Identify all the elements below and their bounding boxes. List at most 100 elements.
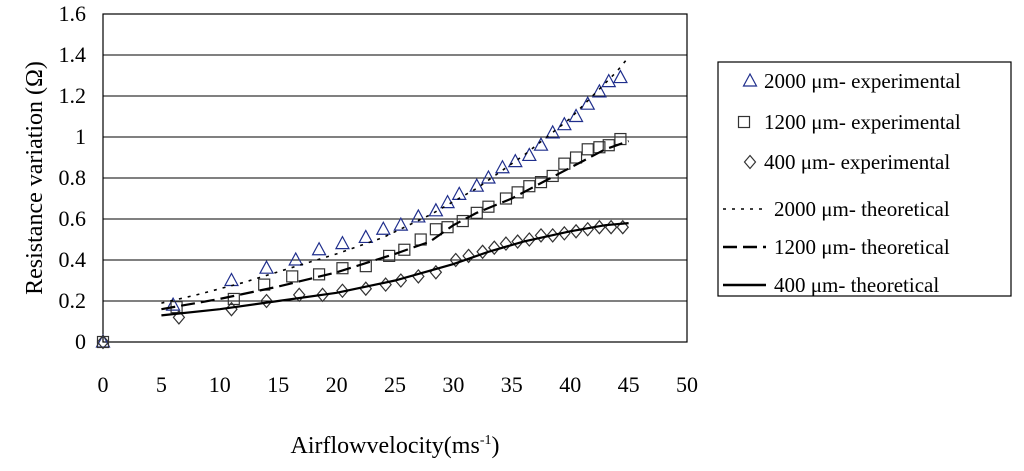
data-point-triangle xyxy=(334,235,350,250)
legend: 2000 μm- experimental 1200 μm- experiment… xyxy=(717,61,1012,297)
x-axis-title-sup: -1 xyxy=(480,433,492,448)
x-axis-title: Airflowvelocity(ms-1) xyxy=(291,433,500,459)
data-point-square xyxy=(470,206,483,219)
x-tick-label: 5 xyxy=(156,372,167,397)
data-point-square xyxy=(398,243,411,256)
data-point-square xyxy=(383,249,396,262)
y-tick-label: 0.2 xyxy=(59,288,87,313)
data-point-triangle xyxy=(591,83,607,98)
data-point-triangle xyxy=(469,177,485,192)
data-point-square xyxy=(441,221,454,234)
data-point-square xyxy=(312,268,326,281)
y-tick-label: 1.6 xyxy=(59,1,87,26)
data-point-diamond xyxy=(449,252,463,268)
data-point-square xyxy=(523,180,536,193)
x-tick-label: 40 xyxy=(559,372,581,397)
plot-area xyxy=(102,13,688,343)
y-tick-label: 0.8 xyxy=(59,165,87,190)
data-point-square xyxy=(359,260,372,273)
data-point-triangle xyxy=(410,208,426,223)
data-point-diamond xyxy=(96,334,110,350)
series-1 xyxy=(96,132,627,349)
data-point-diamond xyxy=(260,293,273,309)
data-point-diamond xyxy=(523,232,536,247)
y-tick-label: 1.4 xyxy=(59,42,87,67)
data-point-triangle xyxy=(545,124,561,139)
data-point-triangle xyxy=(358,229,374,244)
legend-label: 2000 μm- theoretical xyxy=(774,197,950,221)
data-point-diamond xyxy=(172,309,186,325)
legend-marker xyxy=(743,154,757,170)
series-line xyxy=(161,140,629,311)
x-tick-label: 30 xyxy=(442,372,464,397)
data-point-triangle xyxy=(556,116,572,131)
data-point-triangle xyxy=(288,251,304,266)
data-point-square xyxy=(569,151,583,164)
y-axis-title: Resistance variation (Ω) xyxy=(22,61,48,295)
legend-marker xyxy=(737,115,751,129)
legend-label: 400 μm- theoretical xyxy=(774,273,939,297)
data-point-diamond xyxy=(487,240,501,256)
data-point-diamond xyxy=(604,219,618,235)
data-point-triangle xyxy=(428,202,444,217)
data-point-triangle xyxy=(533,136,549,151)
data-point-square xyxy=(546,169,559,183)
legend-label: 2000 μm- experimental xyxy=(764,69,961,93)
data-point-diamond xyxy=(534,227,548,243)
data-point-triangle xyxy=(440,194,456,209)
data-point-triangle xyxy=(480,169,496,184)
data-point-triangle xyxy=(259,259,275,274)
legend-label: 1200 μm- experimental xyxy=(764,110,961,134)
data-point-triangle xyxy=(580,95,596,110)
y-tick-label: 1 xyxy=(75,124,86,149)
data-point-diamond xyxy=(499,236,513,252)
data-point-triangle xyxy=(165,296,181,311)
data-point-diamond xyxy=(359,281,373,297)
data-point-triangle xyxy=(375,220,391,235)
data-point-triangle xyxy=(451,186,467,200)
series-0 xyxy=(95,69,628,348)
y-tick-label: 1.2 xyxy=(59,83,87,108)
data-point-square xyxy=(456,214,469,228)
y-tick-label: 0.6 xyxy=(59,206,87,231)
y-tick-label: 0.4 xyxy=(59,247,87,272)
data-point-diamond xyxy=(316,287,329,303)
x-tick-label: 10 xyxy=(209,372,231,397)
data-point-diamond xyxy=(462,248,475,264)
series-2 xyxy=(96,219,630,350)
data-point-square xyxy=(558,157,571,170)
data-point-diamond xyxy=(476,244,489,260)
y-tick-label: 0 xyxy=(75,329,86,354)
data-point-square xyxy=(286,270,299,283)
data-point-diamond xyxy=(292,287,306,303)
x-tick-label: 20 xyxy=(326,372,348,397)
data-point-square xyxy=(429,223,442,236)
x-tick-label: 0 xyxy=(98,372,109,397)
data-point-triangle xyxy=(393,216,409,231)
data-point-diamond xyxy=(511,234,524,249)
data-point-diamond xyxy=(379,277,392,293)
data-point-triangle xyxy=(507,153,523,168)
data-point-triangle xyxy=(612,69,628,84)
series-5 xyxy=(161,222,629,317)
data-point-square xyxy=(534,176,548,189)
legend-label: 400 μm- experimental xyxy=(764,150,950,174)
data-point-square xyxy=(581,143,594,156)
x-tick-label: 15 xyxy=(267,372,289,397)
data-point-square xyxy=(227,292,240,306)
data-point-triangle xyxy=(494,159,510,174)
x-tick-label: 50 xyxy=(676,372,698,397)
data-point-triangle xyxy=(311,241,327,256)
data-point-diamond xyxy=(336,283,349,299)
x-axis-title-close: ) xyxy=(491,433,499,459)
legend-box xyxy=(717,61,1012,297)
data-point-triangle xyxy=(223,272,239,287)
series-4 xyxy=(161,140,629,311)
series-line xyxy=(161,222,629,317)
x-tick-label: 25 xyxy=(384,372,406,397)
x-tick-label: 45 xyxy=(618,372,640,397)
data-point-triangle xyxy=(601,73,617,88)
data-point-triangle xyxy=(568,108,584,123)
